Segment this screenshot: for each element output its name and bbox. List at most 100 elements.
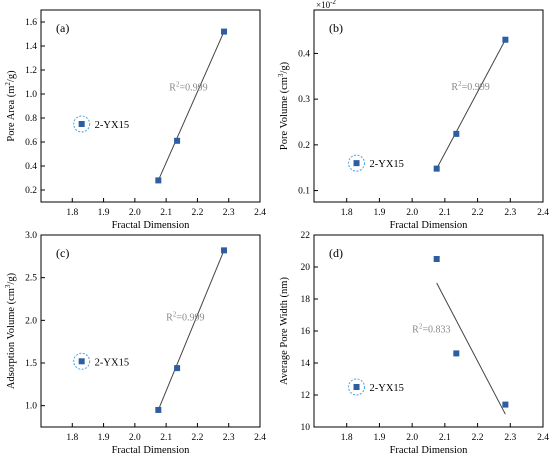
y-tick-label: 1.5: [25, 359, 37, 369]
legend-marker: [78, 358, 85, 365]
y-tick-label: 14: [301, 359, 311, 369]
data-point: [502, 36, 509, 43]
legend-label: 2-YX15: [370, 159, 404, 170]
y-tick-label: 1.2: [25, 66, 37, 76]
y-tick-label: 0.3: [298, 95, 310, 105]
y-axis-label: Pore Volume (cm3/g): [277, 61, 290, 150]
data-point: [155, 406, 162, 413]
plot-frame: [313, 9, 544, 203]
x-tick-label: 2.3: [504, 433, 516, 443]
x-axis-label: Fractal Dimension: [112, 220, 191, 231]
r-squared-label: R2=0.999: [451, 80, 489, 93]
x-tick-label: 2.4: [254, 433, 266, 443]
panel-label: (d): [329, 246, 343, 260]
data-point: [502, 401, 509, 408]
x-tick-label: 2.2: [472, 433, 484, 443]
legend-highlight-ring: [348, 378, 366, 396]
chart-panel-3: 1.8 1.9 2.0 2.1 2.2 2.3 2.4 1.0 1.5 2.0 2.5 3.0 Frac…: [4, 231, 266, 455]
x-tick-label: 2.0: [129, 433, 141, 443]
y-tick-label: 0.4: [25, 162, 37, 172]
chart-panel-2: 1.8 1.9 2.0 2.1 2.2 2.3 2.4 0.1 0.2 0.3 0.4 Fractal…: [277, 0, 549, 231]
legend-label: 2-YX15: [95, 120, 129, 131]
data-point: [155, 177, 162, 184]
y-tick-label: 0.8: [25, 114, 37, 124]
data-point: [174, 137, 181, 144]
legend-label: 2-YX15: [370, 383, 404, 394]
r-squared-label: R2=0.999: [166, 310, 204, 323]
x-tick-label: 2.3: [223, 208, 235, 218]
plot-frame: [40, 9, 261, 203]
y-tick-label: 0.2: [298, 141, 310, 151]
data-point: [433, 256, 440, 262]
x-tick-label: 2.0: [406, 208, 418, 218]
x-tick-label: 1.9: [98, 208, 110, 218]
x-tick-label: 2.4: [537, 208, 549, 218]
x-tick-label: 2.0: [406, 433, 418, 443]
axis-scale-note: ×10-2: [316, 0, 336, 10]
x-tick-label: 2.4: [254, 208, 266, 218]
x-tick-label: 1.9: [373, 433, 385, 443]
y-tick-label: 16: [301, 327, 311, 337]
x-tick-label: 2.2: [191, 208, 203, 218]
x-tick-label: 2.2: [472, 208, 484, 218]
x-tick-label: 1.9: [98, 433, 110, 443]
data-point: [453, 130, 460, 137]
r-squared-label: R2=0.833: [412, 323, 450, 336]
x-tick-label: 2.1: [160, 433, 172, 443]
fit-line: [157, 31, 225, 181]
fit-line: [436, 39, 506, 169]
x-axis-label: Fractal Dimension: [390, 445, 469, 455]
x-tick-label: 2.4: [537, 433, 549, 443]
panel-label: (c): [56, 246, 69, 260]
data-point: [221, 247, 228, 254]
y-tick-label: 1.0: [25, 402, 37, 412]
x-tick-label: 1.9: [373, 208, 385, 218]
legend-highlight-ring: [73, 115, 91, 133]
y-tick-label: 1.0: [25, 90, 37, 100]
y-tick-label: 10: [301, 423, 311, 433]
x-axis-label: Fractal Dimension: [390, 220, 469, 231]
y-tick-label: 0.1: [298, 187, 310, 197]
x-tick-label: 2.2: [191, 433, 203, 443]
x-tick-label: 2.0: [129, 208, 141, 218]
panel-label: (b): [329, 21, 343, 35]
chart-panel-4: 1.8 1.9 2.0 2.1 2.2 2.3 2.4 10 12 14 16 18 20 22 Fract…: [279, 231, 549, 455]
x-axis-label: Fractal Dimension: [112, 445, 191, 455]
y-tick-label: 20: [301, 263, 311, 273]
y-tick-label: 2.0: [25, 316, 37, 326]
x-tick-label: 2.3: [504, 208, 516, 218]
y-tick-label: 0.4: [298, 49, 310, 59]
legend-highlight-ring: [73, 352, 91, 370]
x-tick-label: 1.8: [341, 208, 353, 218]
fit-line: [157, 250, 225, 411]
legend-highlight-ring: [348, 154, 366, 172]
data-point: [433, 165, 440, 172]
x-tick-label: 1.8: [66, 208, 78, 218]
y-axis-label: Pore Area (m2/g): [4, 70, 17, 142]
y-axis-label: Average Pore Width (nm): [279, 277, 290, 385]
x-tick-label: 1.8: [66, 433, 78, 443]
x-tick-label: 2.3: [223, 433, 235, 443]
y-tick-label: 12: [301, 391, 311, 401]
panel-label: (a): [56, 21, 69, 35]
legend-marker: [353, 384, 360, 390]
y-tick-label: 1.6: [25, 18, 37, 28]
legend-marker: [78, 121, 85, 127]
x-tick-label: 1.8: [341, 433, 353, 443]
plot-frame: [40, 234, 261, 428]
x-tick-label: 2.1: [439, 208, 451, 218]
fit-line: [436, 282, 506, 415]
legend-label: 2-YX15: [95, 357, 129, 368]
x-tick-label: 2.1: [160, 208, 172, 218]
x-tick-label: 2.1: [439, 433, 451, 443]
data-point: [221, 28, 228, 35]
r-squared-label: R2=0.999: [169, 80, 207, 93]
y-tick-label: 2.5: [25, 274, 37, 284]
data-point: [174, 365, 181, 372]
legend-marker: [353, 160, 360, 167]
y-tick-label: 0.2: [25, 186, 37, 196]
chart-panel-1: 1.8 1.9 2.0 2.1 2.2 2.3 2.4 0.2 0.4 0.6 0.8 1.0 1.2 1…: [4, 9, 266, 231]
data-point: [453, 350, 460, 357]
y-tick-label: 3.0: [25, 231, 37, 241]
